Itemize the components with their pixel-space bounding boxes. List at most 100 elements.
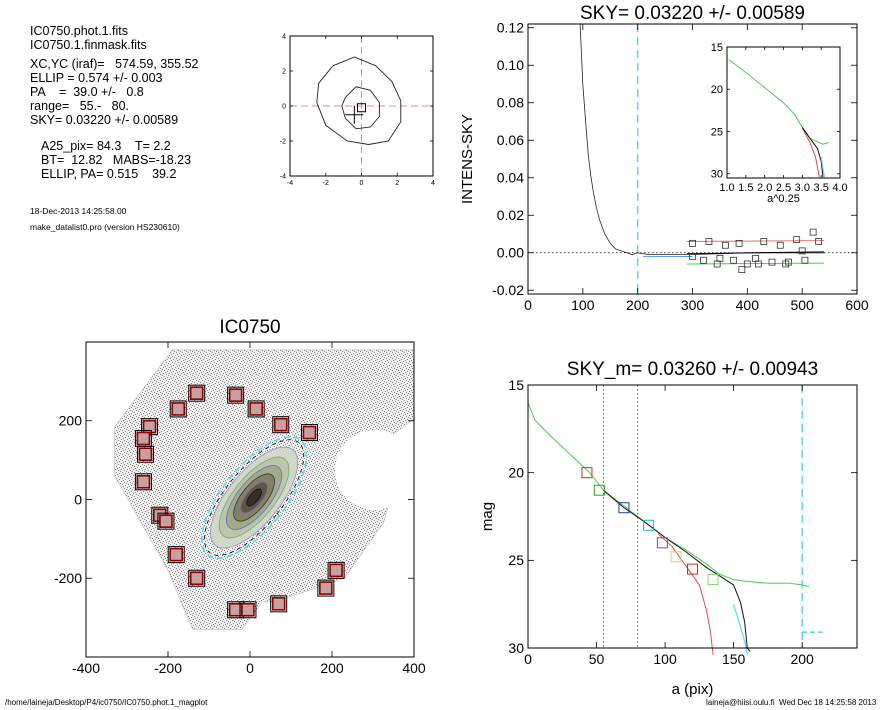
x-tick-label: 1.0	[719, 182, 734, 194]
x-tick-label: 3.0	[795, 182, 810, 194]
galaxy-image-panel: IC0750 -400 -200 0 200 400 -200 0 200	[54, 317, 426, 676]
mag-box-marker	[643, 519, 655, 531]
sky-box	[169, 547, 183, 562]
sky-box-marker	[705, 238, 713, 245]
inset-panel: 1.0 1.5 2.0 2.5 3.0 3.5 4.0 15 20 25 30 a^0.25	[711, 42, 848, 205]
info-a25: A25_pix= 84.3 T= 2.2	[41, 139, 171, 153]
mag-profile-panel: SKY_m= 0.03260 +/- 0.00943 mag a (pix) 0 50 1…	[479, 359, 858, 698]
x-tick-label: 0	[524, 297, 532, 313]
x-tick-label: 0	[524, 651, 532, 667]
sky-mean-line	[687, 251, 825, 255]
sky-box-marker	[801, 256, 809, 264]
sky-ylabel: INTENS-SKY	[459, 114, 476, 204]
sky-box-marker	[798, 247, 806, 255]
sky-title: SKY= 0.03220 +/- 0.00589	[580, 3, 805, 24]
x-tick-label: 50	[589, 651, 605, 667]
sky-box-outline	[327, 561, 345, 579]
x-tick-label: -4	[287, 180, 293, 187]
sky-box-marker	[760, 238, 768, 245]
x-tick-label: 500	[790, 297, 814, 313]
contour-panel: -4 -2 0 2 4 -4 -2 0 2 4	[280, 33, 435, 187]
sky-box-marker	[752, 254, 759, 262]
inset-background	[727, 47, 840, 178]
info-ellip: ELLIP = 0.574 +/- 0.003	[30, 71, 163, 85]
image-title: IC0750	[219, 317, 280, 338]
y-tick-label: 2	[282, 68, 286, 75]
sky-box-marker	[776, 241, 784, 249]
info-pa: PA = 39.0 +/- 0.8	[30, 85, 144, 99]
sky-box-marker	[743, 260, 751, 268]
sky-box	[271, 597, 286, 611]
info-bt: BT= 12.82 MABS=-18.23	[41, 153, 192, 167]
x-tick-label: 2	[395, 180, 399, 187]
sky-box-outline	[227, 386, 245, 404]
info-xcyc: XC,YC (iraf)= 574.59, 355.52	[30, 57, 199, 71]
sky-box-outline	[247, 400, 265, 418]
x-tick-label: 200	[320, 660, 344, 676]
sky-box-outline	[134, 473, 152, 491]
y-tick-label: -0.02	[492, 282, 524, 298]
sky-box-outline	[270, 595, 288, 613]
mag-box-marker	[593, 484, 605, 496]
sky-box-marker	[793, 236, 801, 244]
masked-region	[335, 429, 416, 510]
x-tick-label: -2	[323, 180, 329, 187]
x-tick-label: 4	[431, 180, 435, 187]
sky-box-marker	[689, 253, 696, 260]
x-tick-label: 2.0	[757, 182, 772, 194]
mag-box-marker	[707, 574, 719, 586]
x-tick-label: -200	[154, 660, 182, 676]
y-tick-label: 30	[508, 640, 524, 656]
sky-box-outline	[317, 579, 335, 597]
inset-green-line	[728, 59, 829, 145]
sky-panel: SKY= 0.03220 +/- 0.00589 INTENS-SKY 0 100 20…	[459, 3, 869, 313]
sky-box	[189, 386, 204, 400]
y-tick-label: 4	[282, 33, 286, 40]
y-tick-label: 0.08	[497, 95, 524, 111]
info-program: make_datalist0.pro (version HS230610)	[30, 222, 180, 232]
y-tick-label: 30	[711, 169, 723, 181]
sky-profile-line	[579, 23, 825, 256]
sky-box	[136, 474, 151, 489]
y-tick-label: 15	[711, 42, 723, 54]
sky-box	[249, 402, 263, 416]
mag-box-marker	[670, 551, 682, 563]
mag-red-line	[657, 533, 714, 656]
sky-box-marker	[735, 239, 743, 247]
sky-box-outline	[188, 569, 206, 587]
galaxy-isophote	[246, 488, 262, 507]
x-tick-label: 0	[246, 660, 254, 676]
info-date: 18-Dec-2013 14:25:58.00	[30, 206, 127, 216]
info-file2: IC0750.1.finmask.fits	[30, 38, 147, 52]
x-tick-label: 200	[626, 297, 650, 313]
inset-red-line	[801, 127, 820, 178]
sky-box	[241, 602, 255, 617]
info-ellip-pa: ELLIP, PA= 0.515 39.2	[41, 167, 177, 181]
plot-frame	[527, 384, 858, 649]
mag-green-line	[527, 402, 810, 588]
sky-box	[302, 425, 317, 440]
x-tick-label: 150	[722, 651, 746, 667]
y-tick-label: 0	[74, 491, 82, 507]
x-tick-label: 200	[790, 651, 814, 667]
sky-ellipse-dashed	[204, 439, 305, 556]
mag-ylabel: mag	[479, 502, 496, 531]
mag-box-marker	[687, 563, 698, 575]
y-tick-label: 0	[282, 103, 286, 110]
sky-box-outline	[136, 445, 154, 463]
info-file1: IC0750.phot.1.fits	[30, 24, 128, 38]
mag-title: SKY_m= 0.03260 +/- 0.00943	[567, 359, 818, 380]
x-tick-label: 100	[571, 297, 595, 313]
sky-box	[138, 447, 153, 462]
sky-box	[136, 431, 151, 446]
y-tick-label: 0.06	[497, 132, 524, 148]
contour-line	[316, 56, 402, 145]
sky-box-outline	[272, 416, 290, 434]
y-tick-label: -200	[54, 570, 82, 586]
y-tick-label: 20	[711, 84, 723, 96]
x-tick-label: -400	[72, 660, 100, 676]
y-tick-label: 25	[711, 126, 723, 138]
sky-box-outline	[239, 601, 257, 619]
sky-box	[228, 388, 243, 402]
